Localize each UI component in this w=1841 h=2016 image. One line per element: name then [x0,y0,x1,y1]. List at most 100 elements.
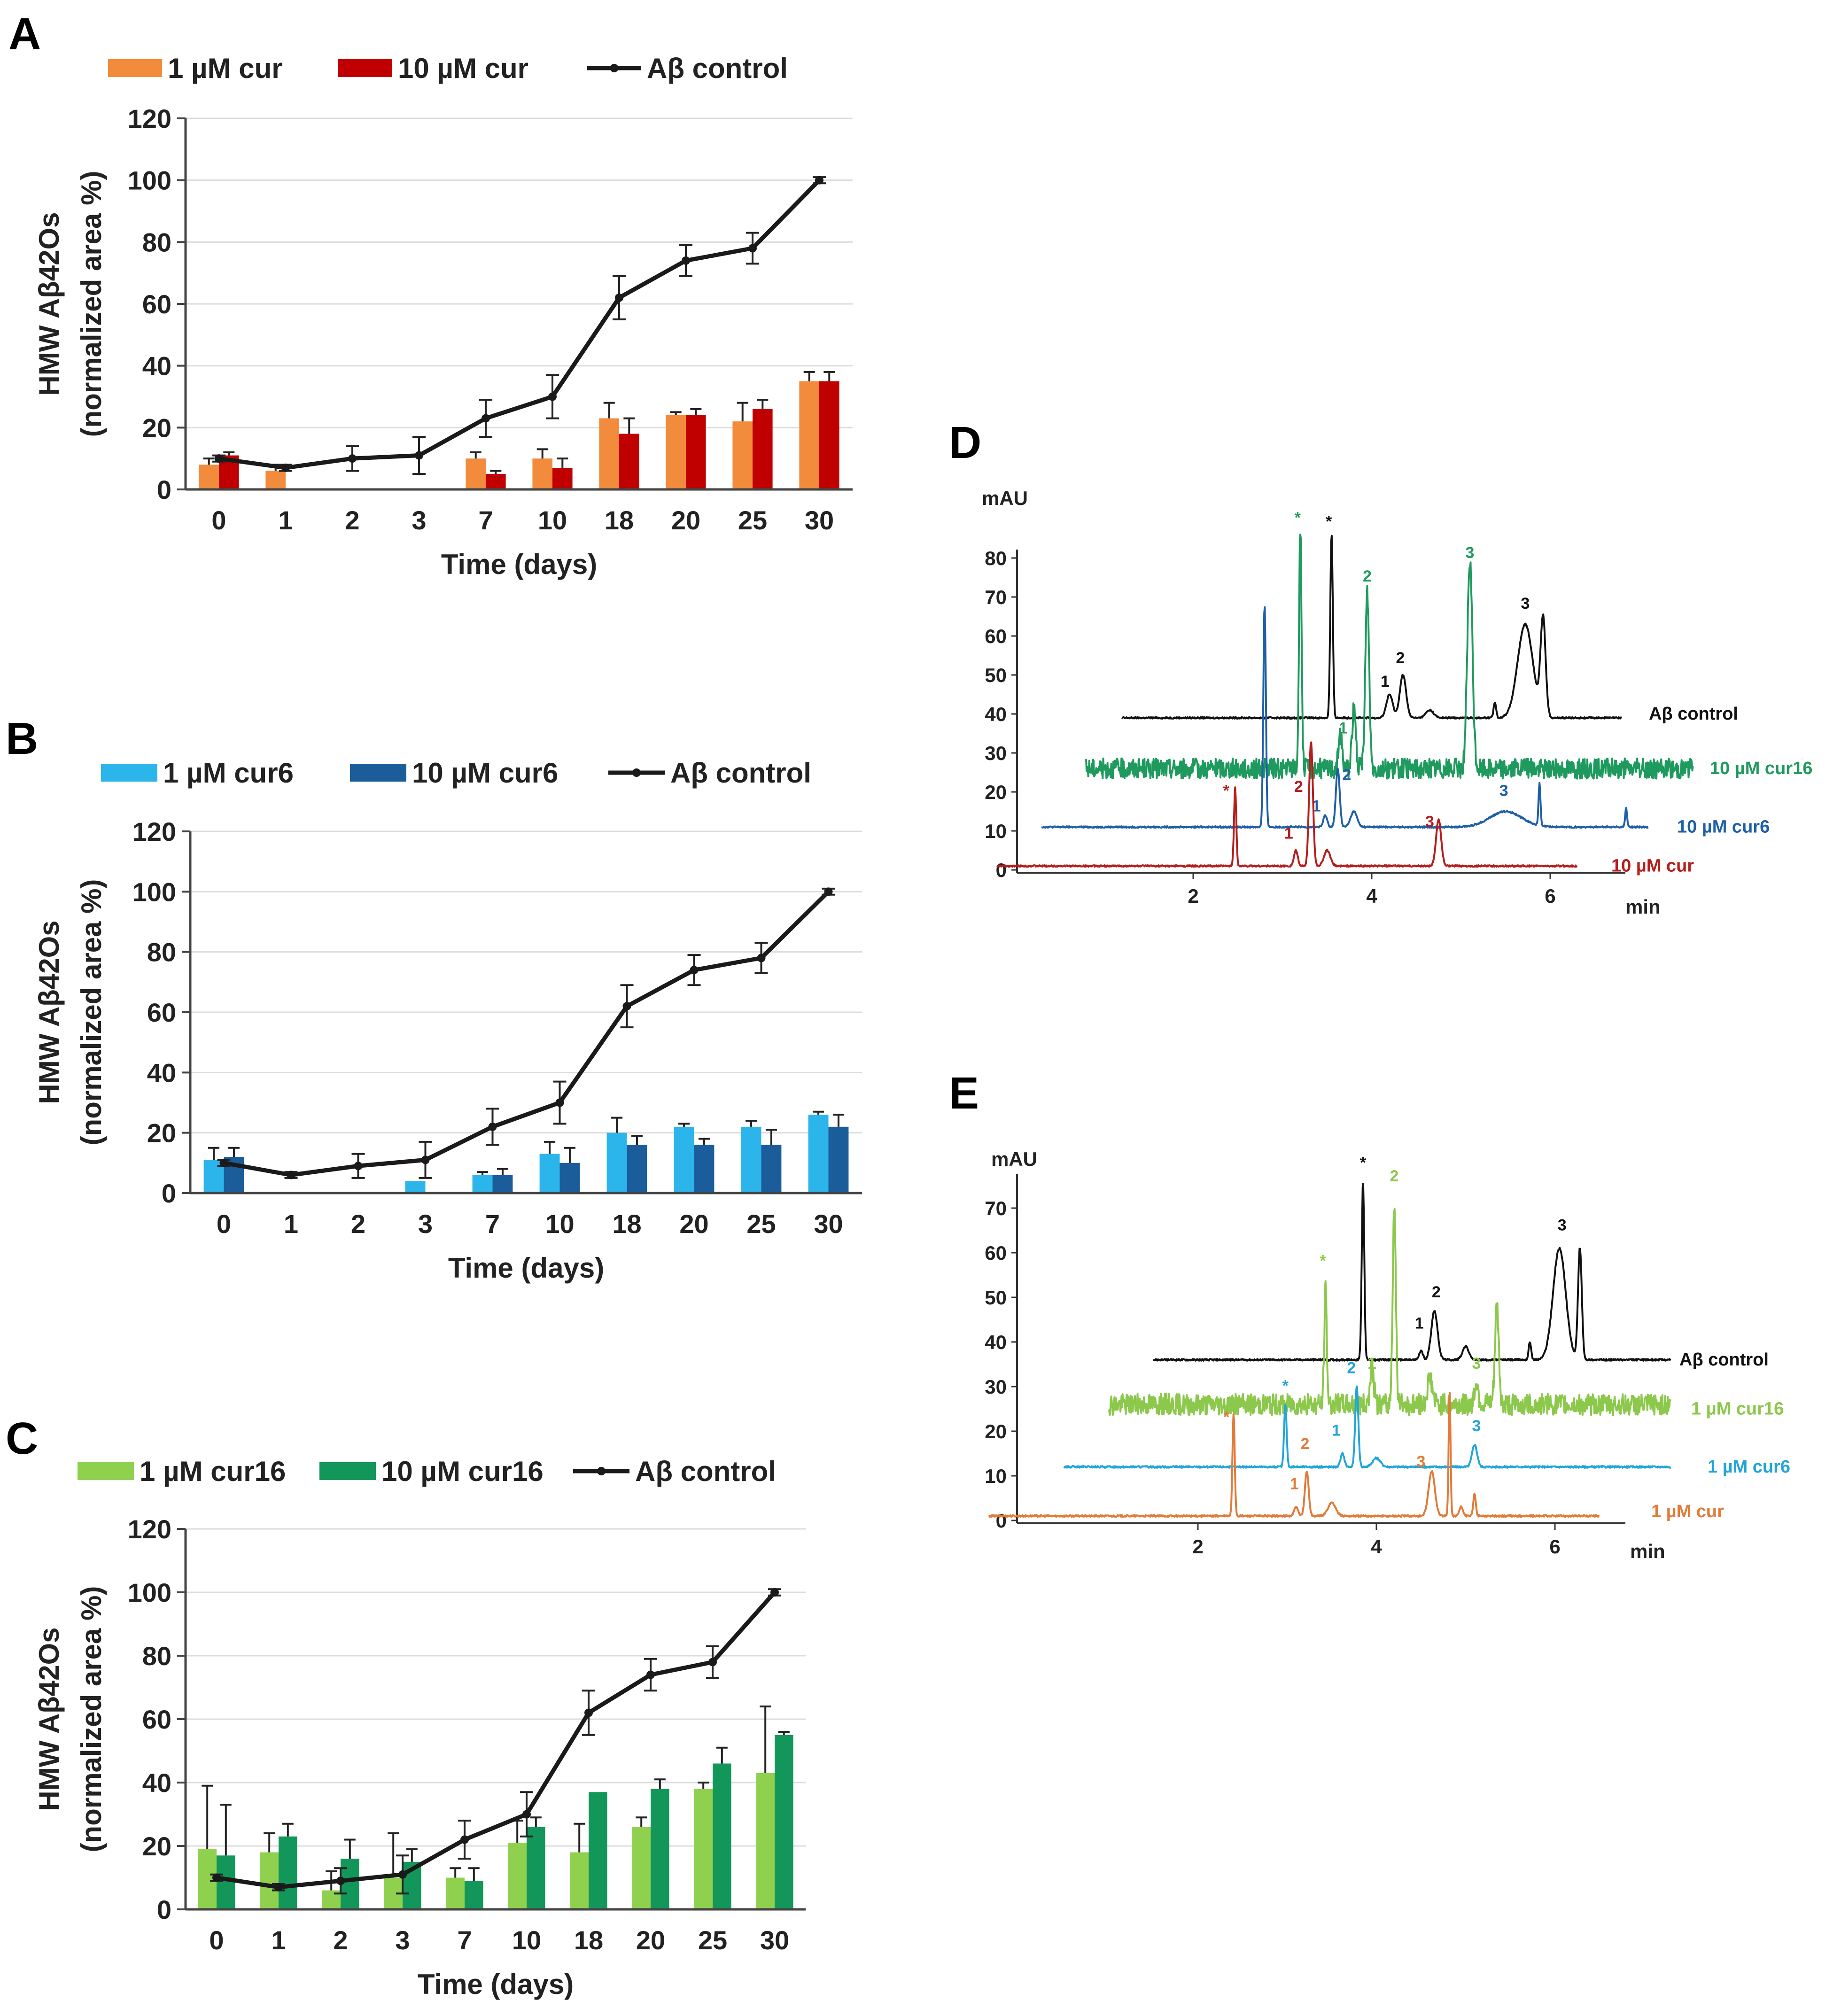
y-tick-label: 20 [147,1118,176,1148]
panel-label-b: B [6,713,38,764]
panel-label-c: C [6,1413,38,1464]
x-tick-label: 10 [512,1925,541,1955]
bar-high-dose [279,1836,297,1909]
x-tick-label: 0 [217,1209,231,1239]
control-line [223,890,830,1178]
chromatogram-trace [1121,535,1623,720]
bar-high-dose [559,1163,580,1193]
peak-label: 1 [1332,1422,1341,1440]
chromatogram-trace [1152,1183,1671,1362]
peak-label: * [1223,782,1230,799]
peak-label: 3 [1425,813,1434,831]
y-tick-label: 40 [985,1331,1007,1353]
bar-high-dose [713,1763,731,1909]
peak-label: 3 [1472,1417,1481,1435]
y-tick-label: 60 [147,998,176,1027]
bar-low-dose [539,1154,560,1193]
control-point [815,176,823,185]
peak-label: 3 [1521,595,1530,613]
control-point [336,1876,345,1885]
peak-label: * [1295,509,1301,527]
y-tick-label: 60 [985,1242,1007,1264]
x-tick-label: 1 [284,1209,298,1239]
bar-high-dose [217,1855,235,1909]
y-tick-label: 70 [985,586,1007,608]
legend-swatch [78,1462,134,1480]
y-tick-label: 120 [132,817,176,846]
x-tick-label: 25 [738,505,767,535]
peak-label: * [1320,1252,1326,1270]
control-point [281,463,290,472]
control-point [415,451,423,460]
bar-low-dose [666,415,686,489]
trace-label: Aβ control [1679,1350,1769,1370]
x-tick-label: 6 [1549,1535,1560,1558]
bar-low-dose [466,458,486,489]
bar-low-dose [570,1852,589,1909]
peak-label: 1 [1290,1475,1299,1493]
y-tick-label: 120 [128,104,171,133]
panel-label-e: E [949,1068,979,1118]
x-tick-label: 30 [805,505,834,535]
peak-label: 1 [1284,825,1293,843]
control-point [488,1122,497,1131]
x-tick-label: 10 [538,505,567,535]
control-point [212,1873,221,1882]
control-point [274,1883,283,1892]
y-tick-label: 40 [142,1768,171,1798]
trace-label: 1 µM cur16 [1691,1399,1784,1419]
y-tick-label: 40 [147,1058,176,1087]
x-tick-label: 18 [612,1209,641,1239]
control-point [584,1708,593,1717]
bar-low-dose [756,1773,775,1909]
trace-label: 1 µM cur6 [1708,1457,1790,1477]
x-axis-title: Time (days) [441,549,597,580]
y-tick-label: 60 [142,289,171,319]
bar-high-dose [527,1827,545,1909]
bar-low-dose [265,471,286,489]
bar-high-dose [619,434,639,489]
x-tick-label: 2 [351,1209,365,1239]
y-tick-label: 60 [142,1705,171,1734]
trace-label: 1 µM cur [1651,1502,1724,1521]
bar-high-dose [627,1145,647,1193]
bar-high-dose [552,467,573,489]
control-line [218,178,821,470]
bar-low-dose [741,1126,761,1193]
control-point [824,887,833,896]
x-tick-label: 0 [209,1925,224,1955]
y-tick-label: 20 [985,781,1007,803]
bar-high-dose [753,409,773,489]
control-point [398,1870,407,1879]
x-tick-label: 2 [1188,885,1198,907]
control-point [354,1162,363,1171]
bar-high-dose [775,1735,793,1909]
control-point [757,954,766,962]
x-tick-label: 30 [814,1209,843,1239]
x-tick-label: 2 [333,1925,348,1955]
peak-label: 2 [1432,1283,1441,1301]
bar-low-dose [532,458,552,489]
y-tick-label: 80 [147,938,176,967]
bar-chart-b: 0 20 40 60 80 100 120 0 1 2 3 7 10 18 20 25 30 Time (days… [33,757,862,1284]
y-axis-subtitle: (normalized area %) [76,171,107,437]
bar-low-dose [606,1132,627,1193]
x-tick-label: 3 [395,1925,410,1955]
y-tick-label: 50 [985,664,1007,686]
bar-low-dose [508,1843,527,1909]
x-tick-label: 4 [1371,1535,1382,1558]
x-tick-label: 2 [345,505,359,535]
bar-high-dose [651,1789,669,1909]
control-point [219,1158,228,1167]
control-line [216,1591,777,1890]
control-point [770,1588,779,1597]
x-tick-label: 18 [605,505,634,535]
chromatogram-trace [988,1392,1600,1518]
control-point [690,966,699,975]
y-tick-label: 100 [128,166,171,195]
y-tick-label: 0 [996,859,1007,881]
legend-swatch [319,1462,376,1480]
